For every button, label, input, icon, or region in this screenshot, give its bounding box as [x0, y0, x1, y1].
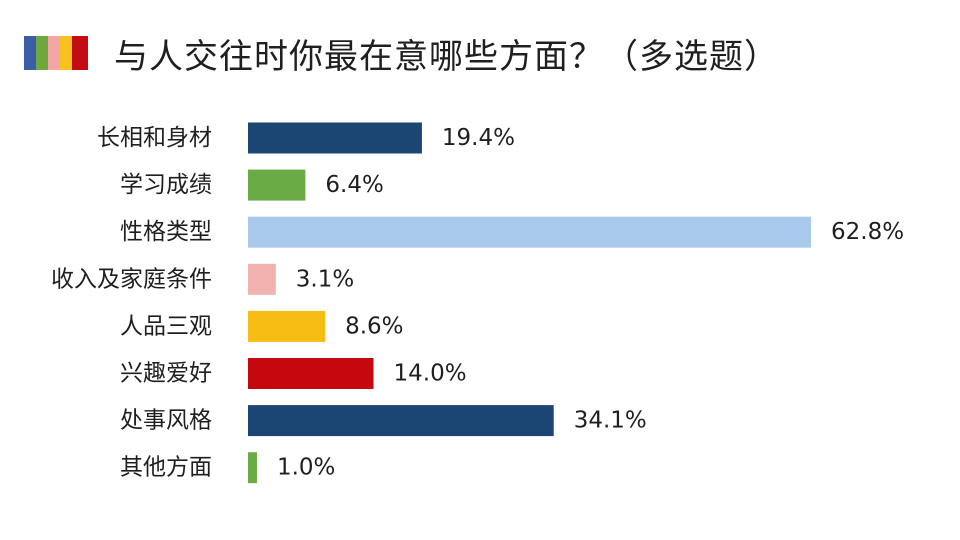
color-strip-logo [24, 36, 88, 70]
bar [248, 310, 326, 342]
category-label: 人品三观 [120, 313, 212, 339]
value-label: 3.1% [296, 266, 354, 292]
bar [248, 405, 554, 437]
bar [248, 122, 422, 154]
value-label: 8.6% [345, 313, 403, 339]
strip-block-3 [48, 36, 60, 70]
category-label: 其他方面 [120, 455, 212, 481]
value-label: 62.8% [831, 219, 904, 245]
strip-block-4 [60, 36, 72, 70]
category-label: 收入及家庭条件 [51, 266, 212, 292]
bar [248, 216, 811, 248]
category-label: 兴趣爱好 [120, 361, 212, 387]
value-label: 19.4% [442, 125, 515, 151]
bar [248, 263, 276, 295]
value-label: 6.4% [325, 172, 383, 198]
bar [248, 169, 306, 201]
category-label: 性格类型 [120, 219, 212, 245]
bar [248, 452, 257, 484]
chart-title: 与人交往时你最在意哪些方面？（多选题） [114, 36, 779, 77]
strip-block-1 [24, 36, 36, 70]
strip-block-2 [36, 36, 48, 70]
value-label: 1.0% [277, 455, 335, 481]
category-label: 处事风格 [120, 408, 212, 434]
strip-block-5 [72, 36, 88, 70]
chart-header: 与人交往时你最在意哪些方面？（多选题） [24, 30, 779, 77]
category-label: 学习成绩 [120, 172, 212, 198]
value-label: 34.1% [574, 408, 647, 434]
category-label: 长相和身材 [97, 125, 212, 151]
value-label: 14.0% [394, 361, 467, 387]
bar [248, 358, 374, 389]
